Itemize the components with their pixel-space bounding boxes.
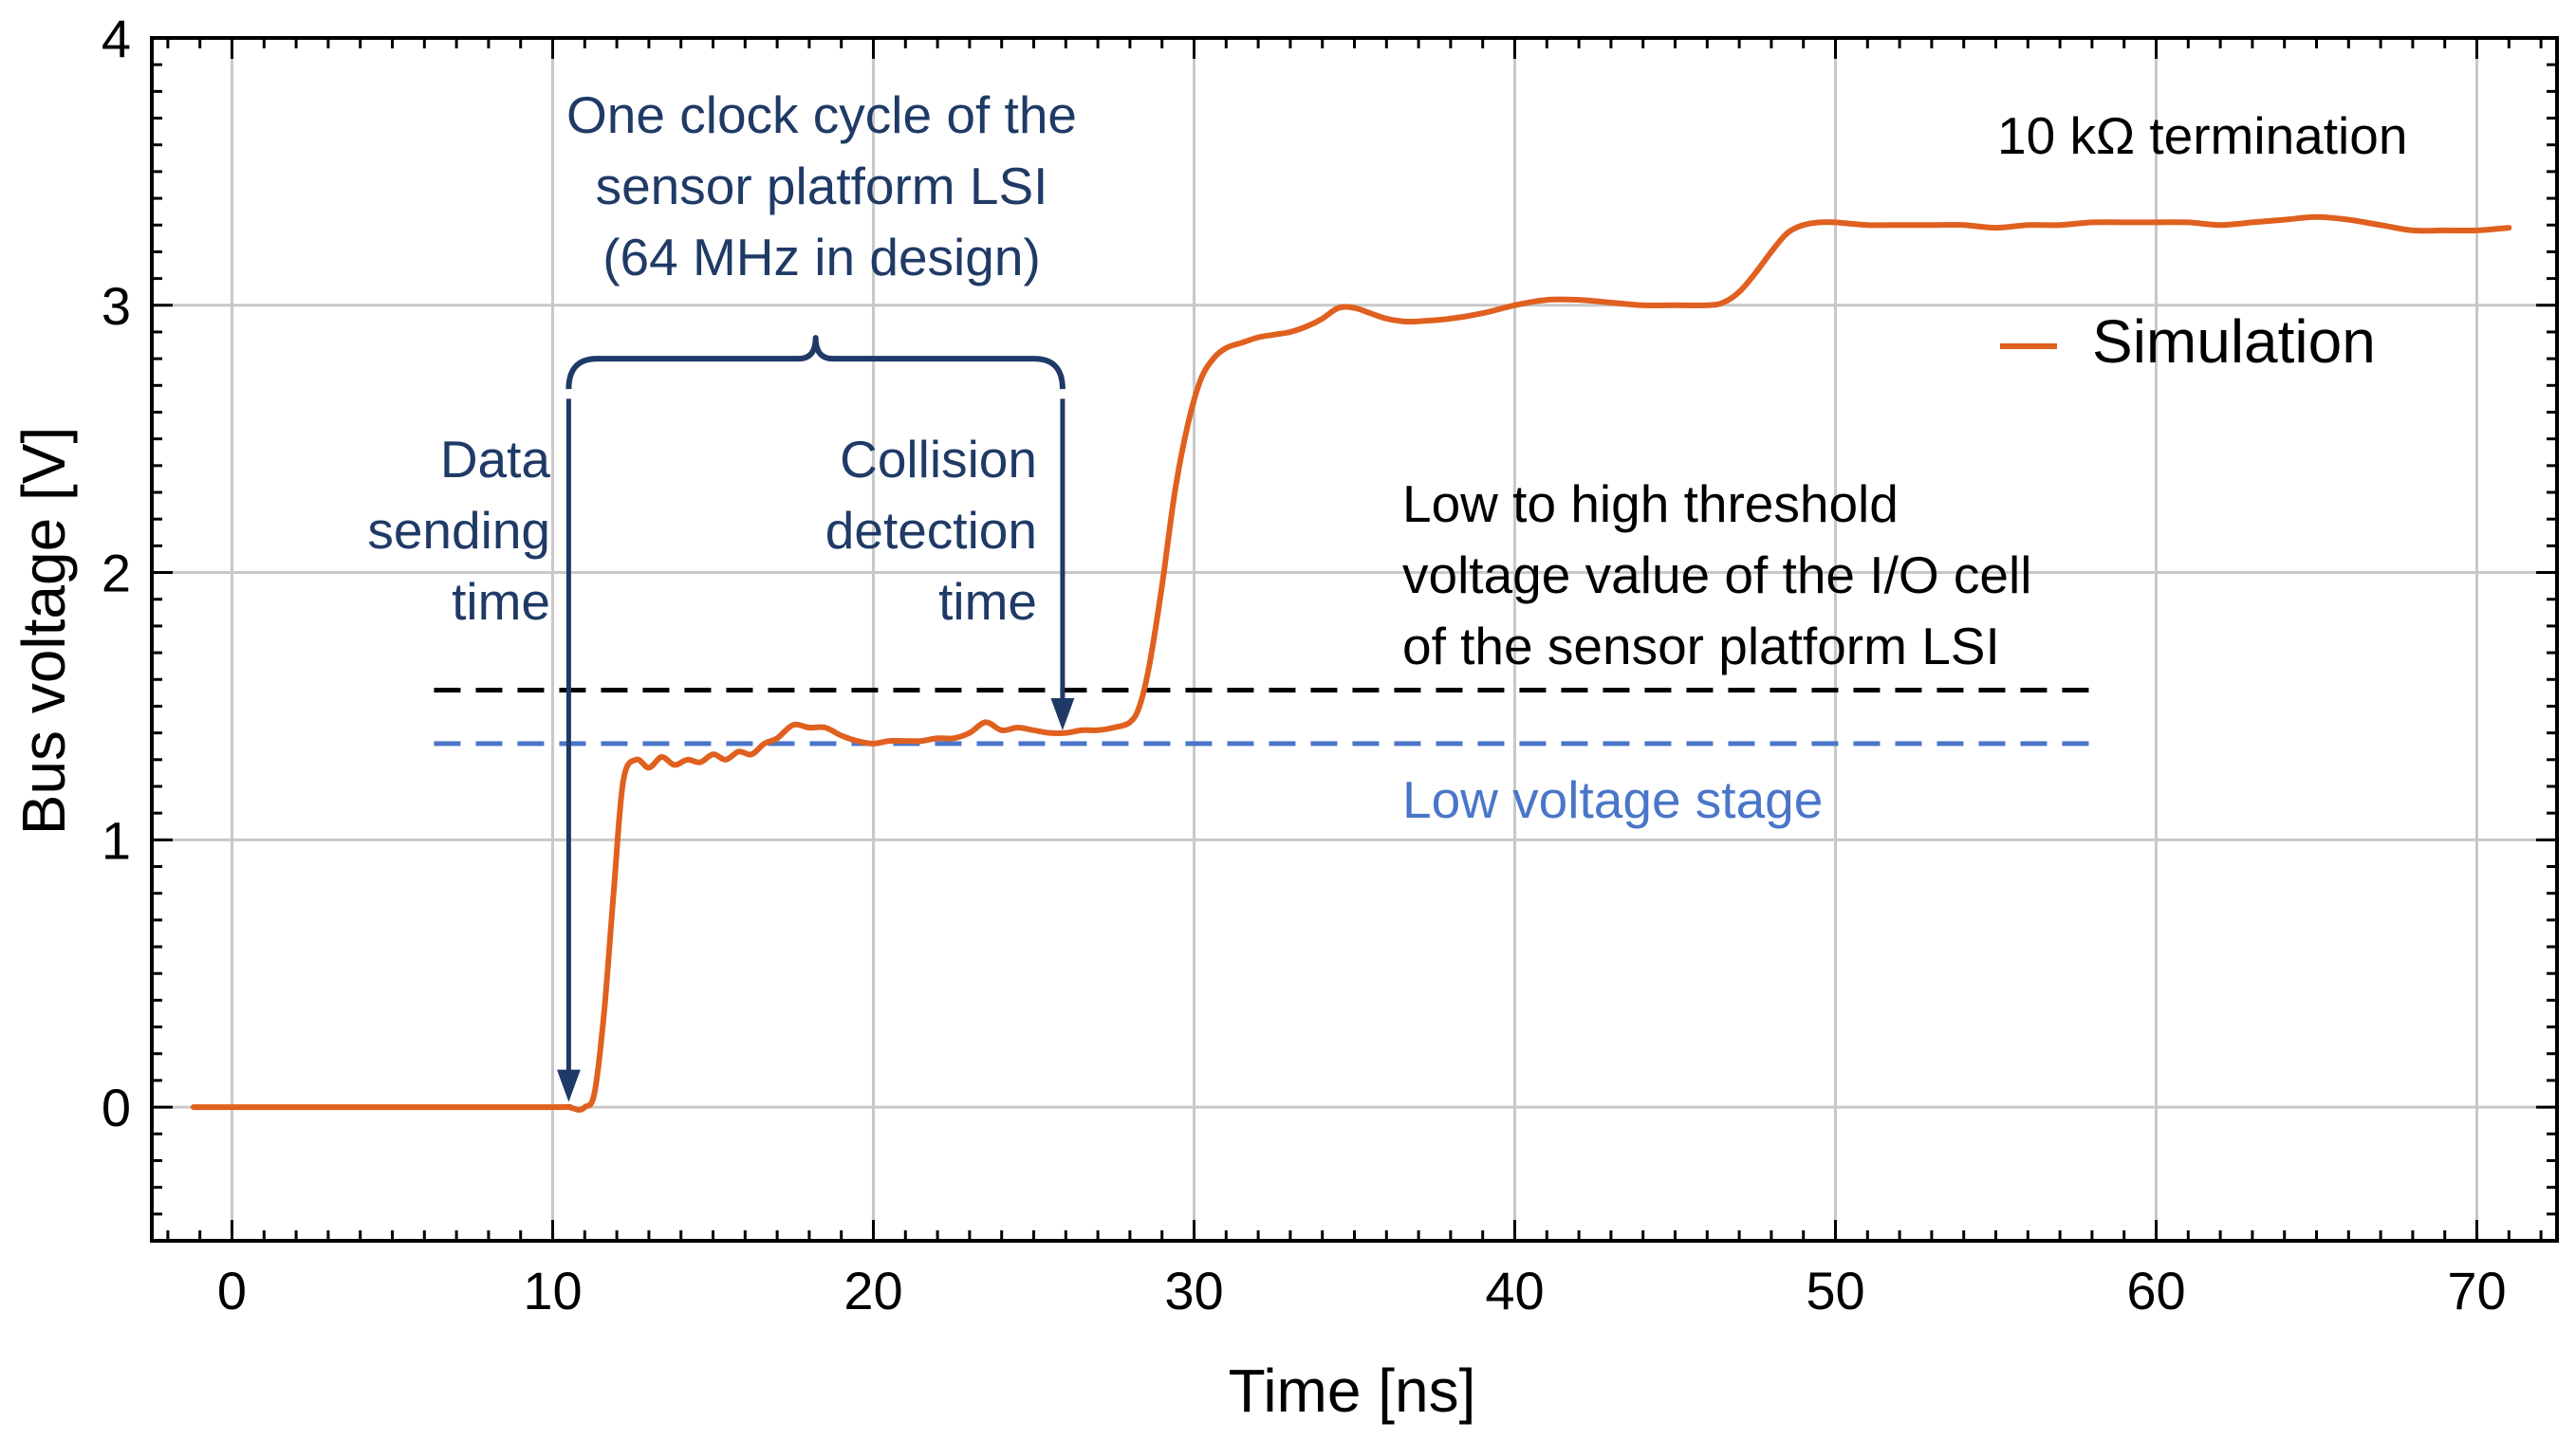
data-sending-line-1: Data bbox=[440, 430, 551, 489]
plot-frame bbox=[150, 36, 2559, 1243]
collision-detection-annotation: Collision detection time bbox=[825, 430, 1037, 631]
data-sending-line-2: sending bbox=[367, 501, 550, 560]
threshold-annotation: Low to high threshold voltage value of t… bbox=[1402, 474, 2031, 675]
ticks: 0 10 20 30 40 50 60 70 0 1 2 3 4 bbox=[102, 9, 2557, 1320]
y-tick-label-3: 3 bbox=[102, 276, 131, 336]
termination-label: 10 kΩ termination bbox=[1997, 106, 2407, 165]
y-axis-title: Bus voltage [V] bbox=[9, 427, 78, 835]
threshold-line-2: voltage value of the I/O cell bbox=[1402, 545, 2031, 604]
collision-line-3: time bbox=[938, 572, 1037, 631]
clock-cycle-line-3: (64 MHz in design) bbox=[602, 228, 1041, 286]
x-tick-label-40: 40 bbox=[1485, 1261, 1544, 1320]
x-tick-label-70: 70 bbox=[2447, 1261, 2506, 1320]
data-sending-line-3: time bbox=[452, 572, 550, 631]
collision-line-2: detection bbox=[825, 501, 1037, 560]
legend: Simulation bbox=[2000, 307, 2376, 376]
x-axis-title: Time [ns] bbox=[1229, 1357, 1476, 1425]
annotations bbox=[556, 335, 1075, 1102]
threshold-line-1: Low to high threshold bbox=[1402, 474, 1899, 533]
x-tick-label-60: 60 bbox=[2126, 1261, 2185, 1320]
y-tick-label-2: 2 bbox=[102, 544, 131, 603]
x-tick-label-20: 20 bbox=[843, 1261, 902, 1320]
y-tick-label-0: 0 bbox=[102, 1078, 131, 1137]
threshold-line-3: of the sensor platform LSI bbox=[1402, 617, 2000, 675]
x-tick-label-50: 50 bbox=[1806, 1261, 1864, 1320]
reference-lines bbox=[434, 688, 2092, 747]
legend-label-simulation: Simulation bbox=[2092, 307, 2376, 376]
clock-cycle-line-2: sensor platform LSI bbox=[596, 157, 1048, 215]
y-tick-label-1: 1 bbox=[102, 810, 131, 870]
collision-arrow-head bbox=[1050, 697, 1075, 730]
collision-line-1: Collision bbox=[840, 430, 1037, 489]
x-tick-label-10: 10 bbox=[523, 1261, 582, 1320]
grid bbox=[152, 36, 2557, 1241]
x-tick-label-0: 0 bbox=[217, 1261, 247, 1320]
clock-cycle-brace bbox=[565, 335, 1066, 390]
data-sending-arrow-head bbox=[556, 1069, 581, 1102]
low-voltage-stage-label: Low voltage stage bbox=[1402, 770, 1823, 829]
clock-cycle-line-1: One clock cycle of the bbox=[566, 85, 1077, 144]
series-line-simulation bbox=[190, 213, 2512, 1113]
clock-cycle-annotation: One clock cycle of the sensor platform L… bbox=[566, 85, 1077, 286]
plot-border bbox=[150, 36, 2559, 1243]
y-tick-label-4: 4 bbox=[102, 9, 131, 68]
x-tick-label-30: 30 bbox=[1164, 1261, 1223, 1320]
series-layer bbox=[190, 213, 2512, 1113]
data-sending-annotation: Data sending time bbox=[367, 430, 550, 631]
